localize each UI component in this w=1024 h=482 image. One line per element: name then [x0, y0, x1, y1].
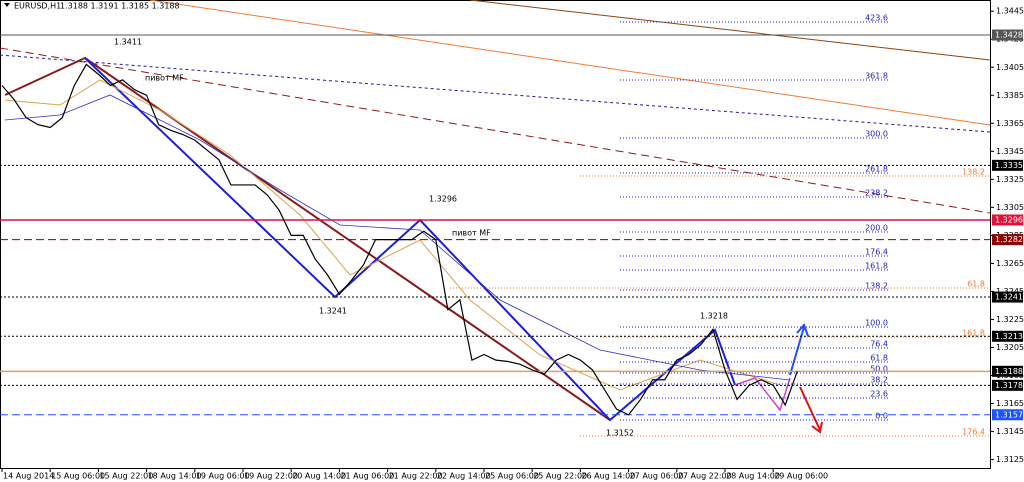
- y-tick-label: 1.3265: [996, 259, 1024, 268]
- arrow: [811, 421, 823, 434]
- x-tick-label: 25 Aug 22:00: [533, 472, 587, 481]
- y-tick-label: 1.3325: [996, 175, 1024, 184]
- y-tick-label: 1.3405: [996, 63, 1024, 72]
- arrow: [796, 323, 809, 337]
- quote: 1.3188 1.3191 1.3185 1.3188: [60, 2, 180, 11]
- annotation: 1.3218: [700, 312, 728, 321]
- fib-label: 61.8: [870, 354, 888, 363]
- x-tick-label: 15 Aug 22:00: [99, 472, 153, 481]
- fib-label: 261.8: [865, 165, 888, 174]
- trend-line: [149, 0, 991, 126]
- annotation: пивот MF: [145, 74, 184, 83]
- x-tick-label: 15 Aug 06:00: [51, 472, 105, 481]
- moving-average: [4, 94, 791, 381]
- y-tick-label: 1.3225: [996, 315, 1024, 324]
- price-tag-label: 1.3296: [995, 215, 1023, 224]
- price-tag: [992, 214, 1023, 226]
- fib-label: 0.0: [875, 412, 888, 421]
- fib-label: 76.4: [870, 340, 888, 349]
- menu-icon[interactable]: [4, 3, 10, 7]
- x-tick-label: 20 Aug 14:00: [292, 472, 346, 481]
- fib-label: 38.2: [870, 376, 888, 385]
- fib-label: 61.8: [967, 280, 985, 289]
- y-tick-label: 1.3245: [996, 287, 1024, 296]
- y-tick-label: 1.3305: [996, 203, 1024, 212]
- fib-label: 50.0: [870, 365, 888, 374]
- price-tag: [992, 29, 1023, 41]
- zigzag: [4, 56, 611, 421]
- fib-label: 200.0: [865, 224, 888, 233]
- x-tick-label: 22 Aug 14:00: [437, 472, 491, 481]
- fib-label: 176.4: [865, 248, 888, 257]
- fib-label: 300.0: [865, 130, 888, 139]
- fib-label: 423.6: [865, 14, 888, 23]
- x-tick-label: 18 Aug 14:00: [148, 472, 202, 481]
- fib-label: 138.2: [865, 282, 888, 291]
- price-tag: [992, 365, 1023, 377]
- x-tick-label: 21 Aug 22:00: [389, 472, 443, 481]
- annotation: пивот MF: [452, 229, 491, 238]
- fib-label: 161.8: [962, 329, 985, 338]
- y-tick-label: 1.3365: [996, 119, 1024, 128]
- y-tick-label: 1.3445: [996, 7, 1024, 16]
- arrow: [789, 326, 805, 376]
- fib-label: 176.4: [962, 428, 985, 437]
- y-tick-label: 1.3145: [996, 427, 1024, 436]
- price-tag: [992, 159, 1023, 171]
- x-tick-label: 25 Aug 06:00: [485, 472, 539, 481]
- pattern: [734, 377, 791, 412]
- x-tick-label: 27 Aug 06:00: [630, 472, 684, 481]
- x-tick-label: 21 Aug 06:00: [340, 472, 394, 481]
- y-tick-label: 1.3345: [996, 147, 1024, 156]
- fib-label: 161.8: [865, 262, 888, 271]
- price-tag-label: 1.3188: [995, 367, 1023, 376]
- x-tick-label: 19 Aug 06:00: [196, 472, 250, 481]
- price-tag: [992, 234, 1023, 246]
- x-tick-label: 28 Aug 14:00: [726, 472, 780, 481]
- x-tick-label: 19 Aug 22:00: [244, 472, 298, 481]
- price-tag: [992, 330, 1023, 342]
- moving-average: [4, 79, 781, 391]
- price-line: [1, 63, 798, 416]
- price-tag-label: 1.3213: [995, 332, 1023, 341]
- plot-frame: [0, 0, 991, 469]
- y-tick-label: 1.3385: [996, 91, 1024, 100]
- fib-label: 138.2: [962, 168, 985, 177]
- price-tag-label: 1.3178: [995, 381, 1023, 390]
- trend-line: [0, 47, 991, 214]
- price-tag-label: 1.3282: [995, 235, 1023, 244]
- price-tag-label: 1.3157: [995, 410, 1023, 419]
- fib-label: 238.2: [865, 189, 888, 198]
- y-tick-label: 1.3165: [996, 399, 1024, 408]
- fib-label: 100.0: [865, 319, 888, 328]
- price-tag: [992, 291, 1023, 303]
- x-tick-label: 14 Aug 2014: [3, 472, 54, 481]
- symbol: EURUSD,H1: [14, 2, 61, 11]
- price-tag-label: 1.3241: [995, 293, 1023, 302]
- price-tag-label: 1.3335: [995, 161, 1023, 170]
- fib-label: 361.8: [865, 72, 888, 81]
- x-tick-label: 26 Aug 14:00: [581, 472, 635, 481]
- x-tick-label: 27 Aug 22:00: [678, 472, 732, 481]
- trend-line: [0, 54, 991, 133]
- annotation: 1.3296: [429, 195, 457, 204]
- annotation: 1.3241: [319, 307, 347, 316]
- fib-label: 23.6: [870, 390, 888, 399]
- x-tick-label: 29 Aug 06:00: [774, 472, 828, 481]
- zigzag: [84, 57, 736, 422]
- arrow: [799, 386, 821, 431]
- annotation: 1.3152: [606, 429, 634, 438]
- price-tag-label: 1.3428: [995, 31, 1023, 40]
- price-tag: [992, 409, 1023, 421]
- y-tick-label: 1.3125: [996, 455, 1024, 464]
- price-tag: [992, 379, 1023, 391]
- trend-line: [469, 0, 991, 61]
- y-tick-label: 1.3205: [996, 343, 1024, 352]
- annotation: 1.3411: [114, 38, 142, 47]
